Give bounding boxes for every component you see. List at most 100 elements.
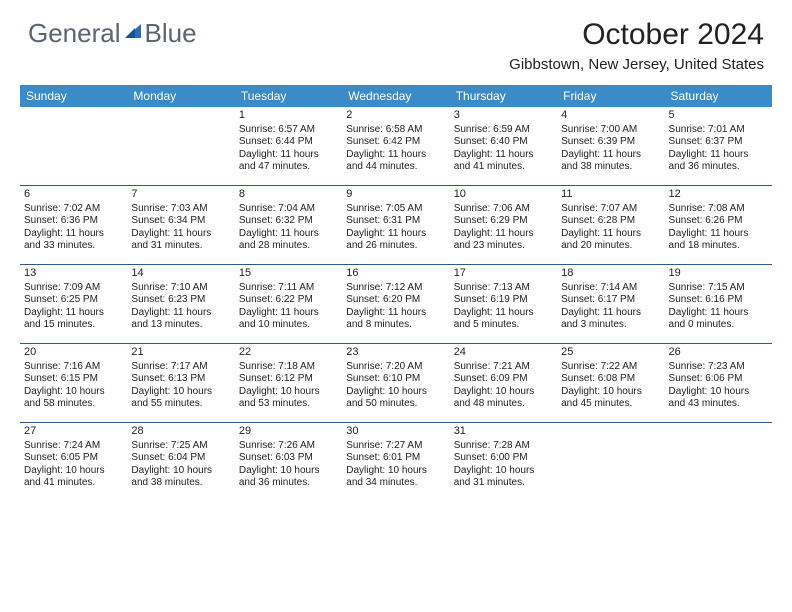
daylight-text: and 31 minutes.: [131, 240, 230, 253]
day-header: Wednesday: [342, 85, 449, 107]
calendar: SundayMondayTuesdayWednesdayThursdayFrid…: [20, 85, 772, 501]
sunset-text: Sunset: 6:39 PM: [561, 136, 660, 149]
day-number: 2: [346, 109, 445, 123]
day-cell: 8Sunrise: 7:04 AMSunset: 6:32 PMDaylight…: [235, 186, 342, 264]
daylight-text: and 33 minutes.: [24, 240, 123, 253]
week-row: 13Sunrise: 7:09 AMSunset: 6:25 PMDayligh…: [20, 265, 772, 344]
day-header: Sunday: [20, 85, 127, 107]
week-row: 1Sunrise: 6:57 AMSunset: 6:44 PM Daylight…: [20, 107, 772, 186]
day-number: 26: [669, 346, 768, 360]
daylight-text: and 43 minutes.: [669, 398, 768, 411]
sunrise-text: Sunrise: 7:03 AM: [131, 203, 230, 216]
sunrise-text: Sunrise: 7:18 AM: [239, 361, 338, 374]
logo-sail-icon: [123, 20, 145, 47]
daylight-text: Daylight: 10 hours: [24, 386, 123, 399]
sunset-text: Sunset: 6:42 PM: [346, 136, 445, 149]
daylight-text: Daylight: 11 hours: [131, 228, 230, 241]
empty-cell: [557, 423, 664, 501]
daylight-text: Daylight: 11 hours: [239, 307, 338, 320]
daylight-text: and 48 minutes.: [454, 398, 553, 411]
sunset-text: Sunset: 6:12 PM: [239, 373, 338, 386]
daylight-text: Daylight: 10 hours: [239, 465, 338, 478]
sunrise-text: Sunrise: 6:57 AM: [239, 124, 338, 137]
sunset-text: Sunset: 6:32 PM: [239, 215, 338, 228]
day-cell: 31Sunrise: 7:28 AMSunset: 6:00 PMDayligh…: [450, 423, 557, 501]
daylight-text: and 36 minutes.: [669, 161, 768, 174]
location-text: Gibbstown, New Jersey, United States: [509, 56, 764, 73]
sunrise-text: Sunrise: 7:02 AM: [24, 203, 123, 216]
daylight-text: Daylight: 11 hours: [561, 228, 660, 241]
sunset-text: Sunset: 6:44 PM: [239, 136, 338, 149]
day-number: 4: [561, 109, 660, 123]
day-number: 15: [239, 267, 338, 281]
sunset-text: Sunset: 6:37 PM: [669, 136, 768, 149]
sunset-text: Sunset: 6:22 PM: [239, 294, 338, 307]
day-cell: 4Sunrise: 7:00 AMSunset: 6:39 PMDaylight…: [557, 107, 664, 185]
day-number: 21: [131, 346, 230, 360]
weeks-container: 1Sunrise: 6:57 AMSunset: 6:44 PM Daylight…: [20, 107, 772, 501]
sunrise-text: Sunrise: 7:04 AM: [239, 203, 338, 216]
day-number: 3: [454, 109, 553, 123]
day-header: Saturday: [665, 85, 772, 107]
daylight-text: and 47 minutes.: [239, 161, 338, 174]
day-number: 17: [454, 267, 553, 281]
logo-word2: Blue: [145, 18, 197, 49]
day-cell: 24Sunrise: 7:21 AMSunset: 6:09 PMDayligh…: [450, 344, 557, 422]
day-cell: 15Sunrise: 7:11 AMSunset: 6:22 PMDayligh…: [235, 265, 342, 343]
daylight-text: Daylight: 11 hours: [239, 228, 338, 241]
day-header: Monday: [127, 85, 234, 107]
day-cell: 12Sunrise: 7:08 AMSunset: 6:26 PMDayligh…: [665, 186, 772, 264]
daylight-text: and 26 minutes.: [346, 240, 445, 253]
daylight-text: Daylight: 11 hours: [561, 307, 660, 320]
day-number: 14: [131, 267, 230, 281]
day-cell: 3Sunrise: 6:59 AMSunset: 6:40 PMDaylight…: [450, 107, 557, 185]
daylight-text: and 34 minutes.: [346, 477, 445, 490]
sunset-text: Sunset: 6:36 PM: [24, 215, 123, 228]
daylight-text: Daylight: 10 hours: [561, 386, 660, 399]
daylight-text: Daylight: 10 hours: [131, 386, 230, 399]
day-number: 8: [239, 188, 338, 202]
sunrise-text: Sunrise: 7:09 AM: [24, 282, 123, 295]
day-number: 1: [239, 109, 338, 123]
sunset-text: Sunset: 6:28 PM: [561, 215, 660, 228]
daylight-text: and 41 minutes.: [454, 161, 553, 174]
day-number: 22: [239, 346, 338, 360]
day-number: 27: [24, 425, 123, 439]
sunset-text: Sunset: 6:19 PM: [454, 294, 553, 307]
daylight-text: Daylight: 11 hours: [669, 149, 768, 162]
day-number: 18: [561, 267, 660, 281]
sunrise-text: Sunrise: 7:15 AM: [669, 282, 768, 295]
daylight-text: Daylight: 11 hours: [454, 149, 553, 162]
sunrise-text: Sunrise: 7:07 AM: [561, 203, 660, 216]
daylight-text: and 58 minutes.: [24, 398, 123, 411]
logo-word1: General: [28, 18, 121, 49]
daylight-text: and 38 minutes.: [561, 161, 660, 174]
sunset-text: Sunset: 6:17 PM: [561, 294, 660, 307]
daylight-text: and 44 minutes.: [346, 161, 445, 174]
day-header: Thursday: [450, 85, 557, 107]
daylight-text: Daylight: 11 hours: [454, 228, 553, 241]
daylight-text: and 13 minutes.: [131, 319, 230, 332]
day-number: 10: [454, 188, 553, 202]
sunset-text: Sunset: 6:29 PM: [454, 215, 553, 228]
daylight-text: Daylight: 10 hours: [669, 386, 768, 399]
day-cell: 11Sunrise: 7:07 AMSunset: 6:28 PMDayligh…: [557, 186, 664, 264]
daylight-text: Daylight: 10 hours: [346, 465, 445, 478]
daylight-text: Daylight: 11 hours: [346, 149, 445, 162]
daylight-text: Daylight: 10 hours: [346, 386, 445, 399]
day-cell: 17Sunrise: 7:13 AMSunset: 6:19 PMDayligh…: [450, 265, 557, 343]
daylight-text: Daylight: 11 hours: [346, 228, 445, 241]
sunset-text: Sunset: 6:16 PM: [669, 294, 768, 307]
title-block: October 2024 Gibbstown, New Jersey, Unit…: [509, 18, 764, 73]
sunset-text: Sunset: 6:26 PM: [669, 215, 768, 228]
day-cell: 16Sunrise: 7:12 AMSunset: 6:20 PMDayligh…: [342, 265, 449, 343]
sunrise-text: Sunrise: 7:10 AM: [131, 282, 230, 295]
day-cell: 25Sunrise: 7:22 AMSunset: 6:08 PMDayligh…: [557, 344, 664, 422]
sunrise-text: Sunrise: 7:27 AM: [346, 440, 445, 453]
day-cell: 23Sunrise: 7:20 AMSunset: 6:10 PMDayligh…: [342, 344, 449, 422]
page-title: October 2024: [509, 18, 764, 52]
day-cell: 27Sunrise: 7:24 AMSunset: 6:05 PMDayligh…: [20, 423, 127, 501]
sunrise-text: Sunrise: 7:12 AM: [346, 282, 445, 295]
daylight-text: and 36 minutes.: [239, 477, 338, 490]
sunset-text: Sunset: 6:00 PM: [454, 452, 553, 465]
